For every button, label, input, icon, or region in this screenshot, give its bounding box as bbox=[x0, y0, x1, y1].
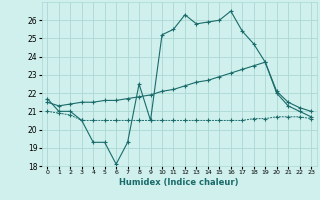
X-axis label: Humidex (Indice chaleur): Humidex (Indice chaleur) bbox=[119, 178, 239, 187]
